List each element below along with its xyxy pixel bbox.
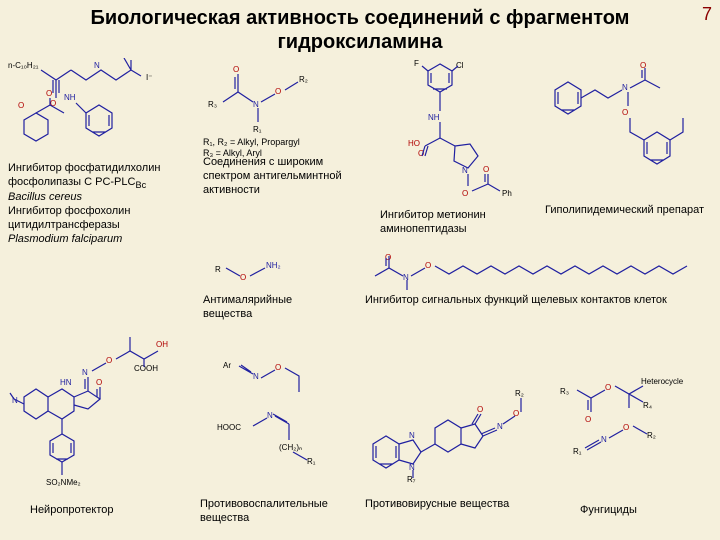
caption-2: Соединения с широким спектром антигельми… [203, 156, 353, 197]
structure-7: N HN O N O OH COOH SO₂NMe₂ [6, 279, 191, 494]
atom-r1c: R₁ [573, 447, 582, 456]
atom-ho: HO [408, 139, 420, 148]
atom-n10: N [409, 431, 415, 440]
page-number: 7 [702, 4, 712, 25]
atom-n4: N [622, 83, 628, 92]
caption-8: Противовоспалительные вещества [200, 498, 360, 526]
caption-7: Нейропротектор [30, 504, 160, 518]
atom-o14: O [96, 378, 102, 387]
atom-o19: O [585, 415, 591, 424]
atom-o4: O [233, 65, 239, 74]
structure-3: F Cl NH HO O N O O Ph [370, 56, 520, 211]
structure-2: R₃ O N O R₂ R₁ R₁, R₂ = Alkyl, Propargyl… [203, 62, 333, 160]
title-line-1: Биологическая активность соединений с фр… [91, 7, 630, 29]
atom-o7: O [462, 189, 468, 198]
label-nc10: n-C₁₀H₂₁ [8, 61, 39, 70]
atom-oh: OH [156, 340, 168, 349]
atom-n5: N [403, 273, 409, 282]
caption-1-it1: Bacillus cereus [8, 191, 82, 203]
label-r3: R₃ [208, 100, 217, 109]
title-line-2: гидроксиламина [277, 31, 442, 53]
caption-1-b: Ингибитор фосфохолин цитидилтрансферазы [8, 205, 130, 231]
caption-10: Фунгициды [580, 504, 700, 518]
atom-cl: Cl [456, 61, 464, 70]
atom-n7: N [82, 368, 88, 377]
r-note-1: R₁, R₂ = Alkyl, Propargyl [203, 137, 300, 147]
structure-8: Ar N O HOOC N (CH₂)ₙ R₁ [215, 354, 335, 474]
atom-o17: O [477, 405, 483, 414]
atom-o13: O [425, 261, 431, 270]
atom-so2: SO₂NMe₂ [46, 478, 81, 487]
atom-r3b: R₃ [560, 387, 569, 396]
atom-het: Heterocycle [641, 377, 684, 386]
structure-4: N O O [540, 60, 715, 170]
atom-r4: R₄ [643, 401, 652, 410]
atom-r7: R₇ [407, 475, 416, 484]
atom-n13: N [601, 435, 607, 444]
atom-nh3: NH₂ [266, 261, 281, 270]
content-grid: n-C₁₀H₂₁ O N I⁻ NH O O R₃ O N O [0, 54, 720, 534]
caption-5: Антималярийные вещества [203, 294, 333, 322]
atom-n2: N [253, 100, 259, 109]
atom-i: I⁻ [146, 73, 152, 82]
atom-r: R [215, 265, 221, 274]
structure-5: R O NH₂ [210, 254, 320, 286]
atom-o15: O [106, 356, 112, 365]
slide-title: Биологическая активность соединений с фр… [0, 0, 720, 54]
atom-f: F [414, 59, 419, 68]
atom-n3: N [462, 166, 468, 175]
caption-1: Ингибитор фосфатидилхолин фосфолипазы C … [8, 162, 183, 246]
label-r2: R₂ [299, 75, 308, 84]
atom-nh2: NH [428, 113, 440, 122]
atom-r2c: R₂ [647, 431, 656, 440]
atom-n: N [94, 61, 100, 70]
structure-9: N N R₇ O N O R₂ [353, 364, 533, 494]
label-r1: R₁ [253, 125, 262, 134]
atom-o21: O [623, 423, 629, 432]
caption-4: Гиполипидемический препарат [545, 204, 705, 218]
atom-n9: N [267, 411, 273, 420]
atom-o20: O [605, 383, 611, 392]
atom-o9: O [640, 61, 646, 70]
caption-6: Ингибитор сигнальных функций щелевых кон… [365, 294, 705, 308]
caption-9: Противовирусные вещества [365, 498, 515, 512]
atom-o2: O [18, 101, 24, 110]
atom-nh: NH [64, 93, 76, 102]
structure-6: O N O [365, 246, 715, 296]
atom-hn: HN [60, 378, 72, 387]
atom-ar: Ar [223, 361, 231, 370]
atom-o3: O [46, 89, 52, 98]
structure-1: n-C₁₀H₂₁ O N I⁻ NH O O [6, 58, 176, 158]
atom-o18: O [513, 409, 519, 418]
atom-o16: O [275, 363, 281, 372]
structure-10: R₃ O O Heterocycle R₄ R₁ N O R₂ [555, 364, 715, 484]
atom-n8: N [253, 372, 259, 381]
atom-o10: O [622, 108, 628, 117]
caption-1-it2: Plasmodium falciparum [8, 233, 122, 245]
caption-1-sub: Bc [135, 180, 146, 190]
atom-hooc: HOOC [217, 423, 241, 432]
atom-r1b: R₁ [307, 457, 316, 466]
atom-o8: O [483, 165, 489, 174]
atom-o5: O [275, 87, 281, 96]
atom-r2b: R₂ [515, 389, 524, 398]
atom-o11: O [240, 273, 246, 282]
caption-3: Ингибитор метионин аминопептидазы [380, 209, 520, 237]
atom-ch2n: (CH₂)ₙ [279, 443, 302, 452]
atom-n11: N [409, 463, 415, 472]
atom-ph: Ph [502, 189, 512, 198]
atom-n12: N [497, 422, 503, 431]
atom-cooh: COOH [134, 364, 158, 373]
